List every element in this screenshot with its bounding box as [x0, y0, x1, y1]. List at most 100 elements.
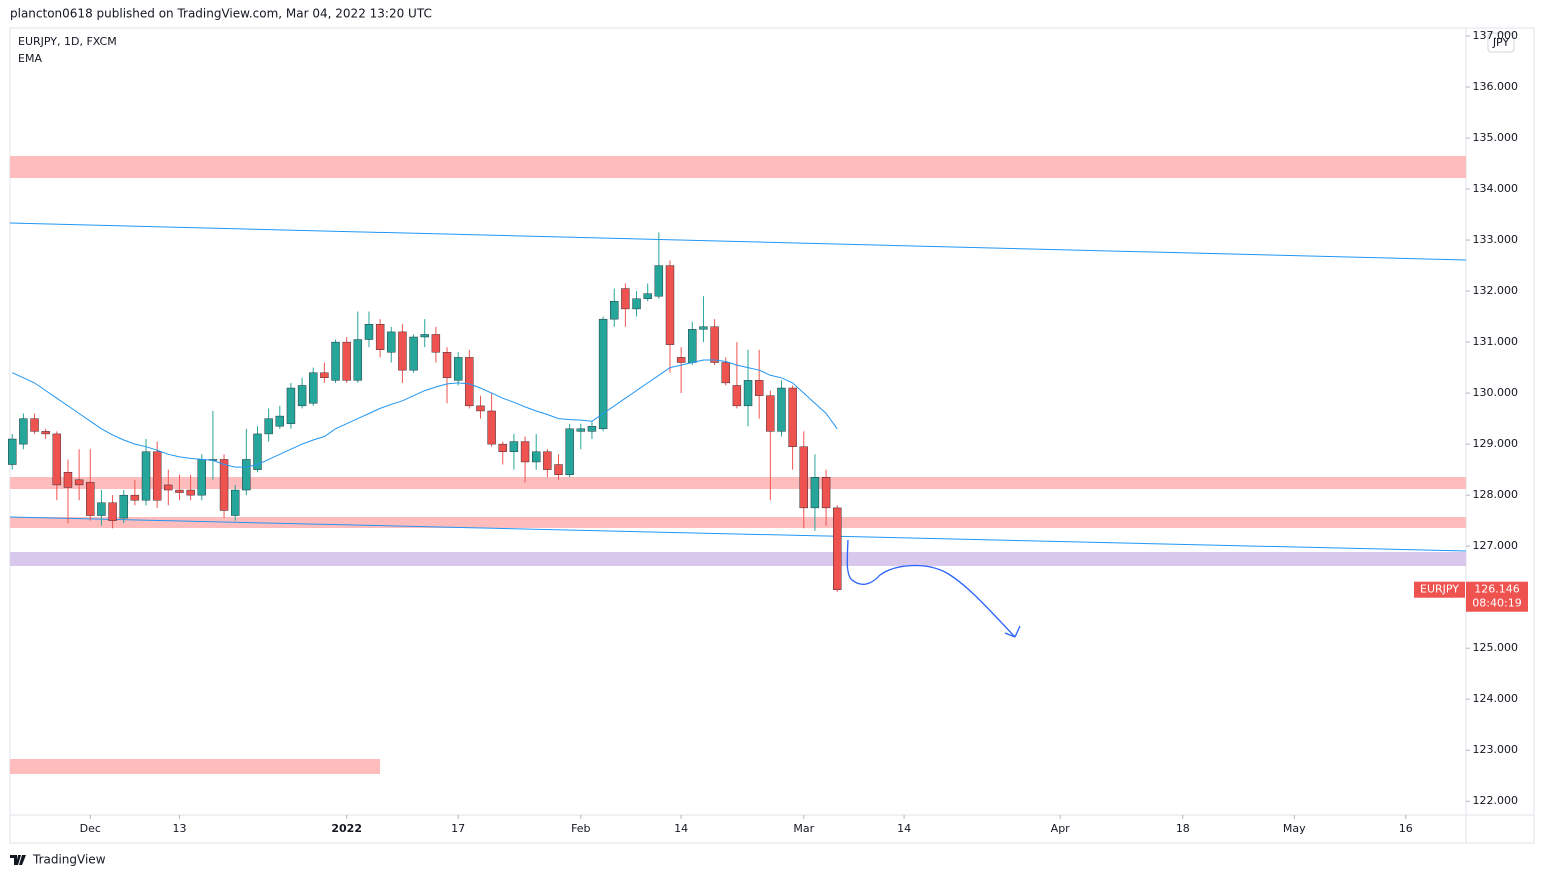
candle-body — [8, 438, 17, 465]
candle-body — [175, 489, 184, 493]
candle-body — [442, 352, 452, 379]
candle-body — [41, 431, 50, 435]
countdown-label: 08:40:19 — [1472, 597, 1521, 610]
x-tick-label: Apr — [1051, 822, 1071, 835]
x-tick-label: Mar — [793, 822, 814, 835]
candle-body — [387, 331, 396, 353]
candle-body — [777, 387, 786, 432]
x-tick-label: 14 — [897, 822, 911, 835]
projection-arrow — [846, 539, 1021, 638]
candle-body — [610, 301, 619, 320]
x-tick-label: 14 — [674, 822, 688, 835]
y-tick-label: 133.000 — [1473, 233, 1519, 246]
y-tick-label: 124.000 — [1473, 692, 1519, 705]
y-tick-label: 128.000 — [1473, 488, 1519, 501]
tradingview-logo — [10, 855, 26, 865]
trend-line — [9, 516, 1467, 552]
y-tick-label: 127.000 — [1473, 539, 1519, 552]
candle-body — [86, 482, 95, 516]
footer-brand: TradingView — [32, 853, 106, 867]
chart-frame — [9, 27, 1535, 844]
publish-header: plancton0618 published on TradingView.co… — [10, 7, 432, 21]
candle-body — [309, 372, 318, 404]
x-tick-label: May — [1283, 822, 1306, 835]
y-tick-label: 131.000 — [1473, 335, 1519, 348]
candle-body — [253, 433, 262, 470]
candle-body — [331, 341, 340, 381]
currency-label[interactable]: JPY — [1492, 36, 1510, 49]
candle-body — [286, 387, 296, 424]
candle-body — [353, 339, 363, 381]
y-tick-label: 129.000 — [1473, 437, 1519, 450]
symbol-label: EURJPY — [1420, 583, 1459, 596]
candle-body — [431, 334, 441, 353]
y-tick-label: 122.000 — [1473, 794, 1519, 807]
candle-body — [74, 479, 84, 486]
candle-body — [643, 293, 652, 299]
candle-body — [699, 326, 708, 330]
candle-body — [821, 477, 831, 509]
ema-line — [11, 359, 838, 468]
candle-body — [52, 433, 62, 486]
candle-body — [688, 329, 697, 363]
x-tick-label: 13 — [172, 822, 186, 835]
candle-body — [108, 502, 117, 521]
candle-body — [721, 362, 730, 384]
candle-body — [565, 428, 574, 475]
candle-body — [375, 324, 385, 350]
last-price-bg — [1466, 581, 1528, 612]
y-tick-label: 132.000 — [1473, 284, 1519, 297]
candle-body — [320, 372, 329, 379]
candle-body — [275, 415, 284, 427]
candle-body — [766, 395, 775, 432]
candle-body — [520, 441, 530, 463]
candle-body — [532, 451, 541, 463]
candle-body — [409, 336, 418, 371]
candle-body — [676, 357, 686, 363]
candle-body — [810, 477, 820, 509]
candle-body — [598, 318, 608, 430]
candle-body — [130, 494, 140, 501]
candle-body — [420, 334, 429, 338]
y-tick-label: 125.000 — [1473, 641, 1519, 654]
candle-body — [743, 380, 753, 407]
y-tick-label: 135.000 — [1473, 131, 1519, 144]
support-zone — [10, 759, 380, 774]
y-tick-label: 123.000 — [1473, 743, 1519, 756]
support-zone — [10, 477, 1466, 489]
candle-body — [498, 443, 507, 452]
candle-body — [465, 357, 474, 407]
candle-body — [799, 446, 808, 509]
candle-body — [197, 459, 206, 496]
candle-body — [63, 471, 73, 488]
chart-title: EURJPY, 1D, FXCM — [18, 35, 117, 48]
y-tick-label: 137.000 — [1473, 29, 1519, 42]
support-zone — [10, 517, 1466, 528]
x-tick-label: Feb — [571, 822, 590, 835]
candle-body — [152, 451, 162, 501]
candle-body — [141, 451, 151, 501]
x-tick-label: Dec — [80, 822, 101, 835]
candle-body — [219, 459, 229, 511]
x-tick-label: 18 — [1176, 822, 1190, 835]
candle-body — [30, 418, 39, 432]
currency-button[interactable] — [1487, 32, 1515, 53]
candle-body — [97, 502, 106, 516]
candle-body — [754, 380, 764, 396]
candle-body — [543, 451, 552, 470]
candle-body — [297, 385, 307, 407]
candle-body — [364, 324, 374, 340]
candle-body — [665, 265, 675, 345]
candle-body — [732, 385, 742, 407]
indicator-legend: EMA — [18, 52, 42, 65]
candle-body — [587, 426, 597, 432]
trend-line — [9, 222, 1467, 261]
candle-body — [632, 298, 641, 310]
x-tick-label: 16 — [1399, 822, 1413, 835]
y-tick-label: 130.000 — [1473, 386, 1519, 399]
x-tick-label: 2022 — [331, 822, 362, 835]
candle-body — [576, 428, 586, 432]
candle-body — [164, 484, 173, 491]
